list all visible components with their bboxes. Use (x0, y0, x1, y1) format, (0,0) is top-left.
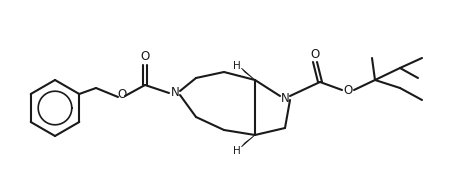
Polygon shape (241, 135, 255, 147)
Text: N: N (281, 92, 289, 104)
Text: H: H (233, 61, 241, 71)
Text: O: O (344, 83, 353, 96)
Text: H: H (233, 146, 241, 156)
Polygon shape (241, 68, 255, 80)
Text: O: O (311, 47, 320, 61)
Text: O: O (140, 51, 150, 64)
Text: O: O (117, 89, 126, 101)
Text: N: N (171, 86, 180, 100)
